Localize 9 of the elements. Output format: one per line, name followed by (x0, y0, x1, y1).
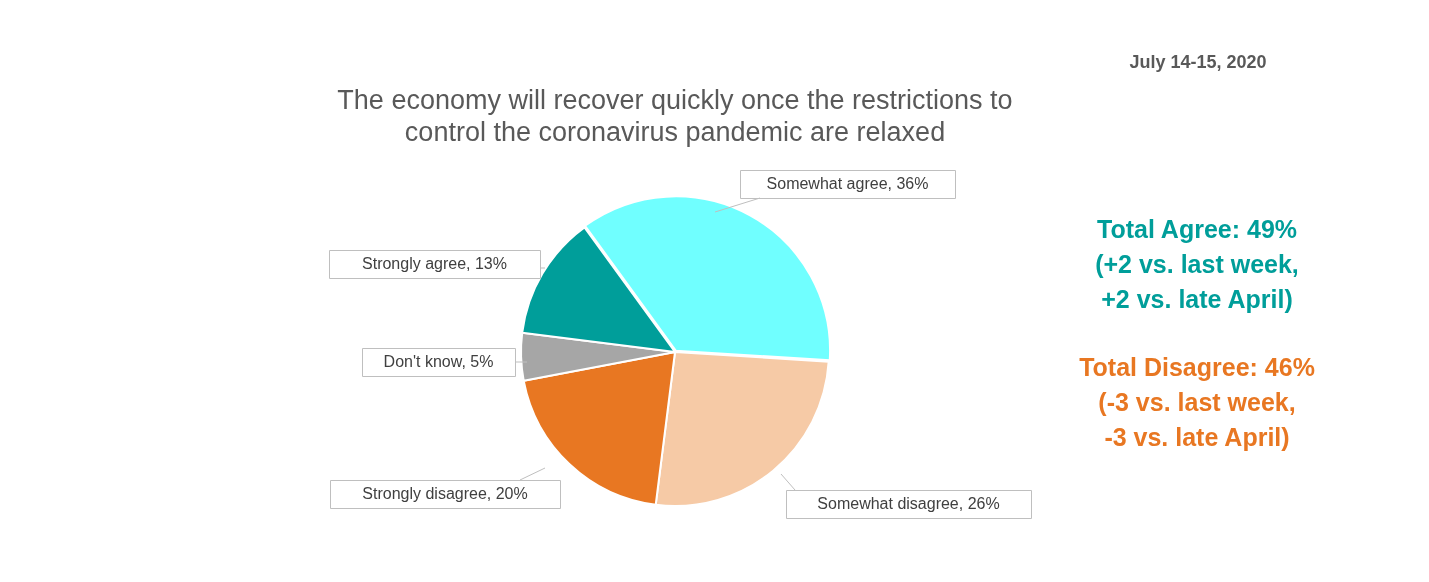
chart-title: The economy will recover quickly once the restrictions to control the coronavirus pandemic are relaxed (337, 85, 1013, 148)
text: Total Disagree: 46% (-3 vs. last week, -3 vs. late April) (1078, 352, 1316, 453)
slice-label: Somewhat disagree, 26% (817, 495, 1000, 513)
slice-label: Strongly disagree, 20% (362, 485, 528, 503)
text: Total Agree: 49% (+2 vs. last week, +2 vs. late April) (1094, 214, 1300, 315)
slice-label: Somewhat agree, 36% (766, 175, 929, 193)
slice-label: Don't know, 5% (383, 353, 494, 371)
slice-label: Strongly agree, 13% (362, 255, 507, 273)
text: July 14-15, 2020 (1128, 51, 1268, 74)
